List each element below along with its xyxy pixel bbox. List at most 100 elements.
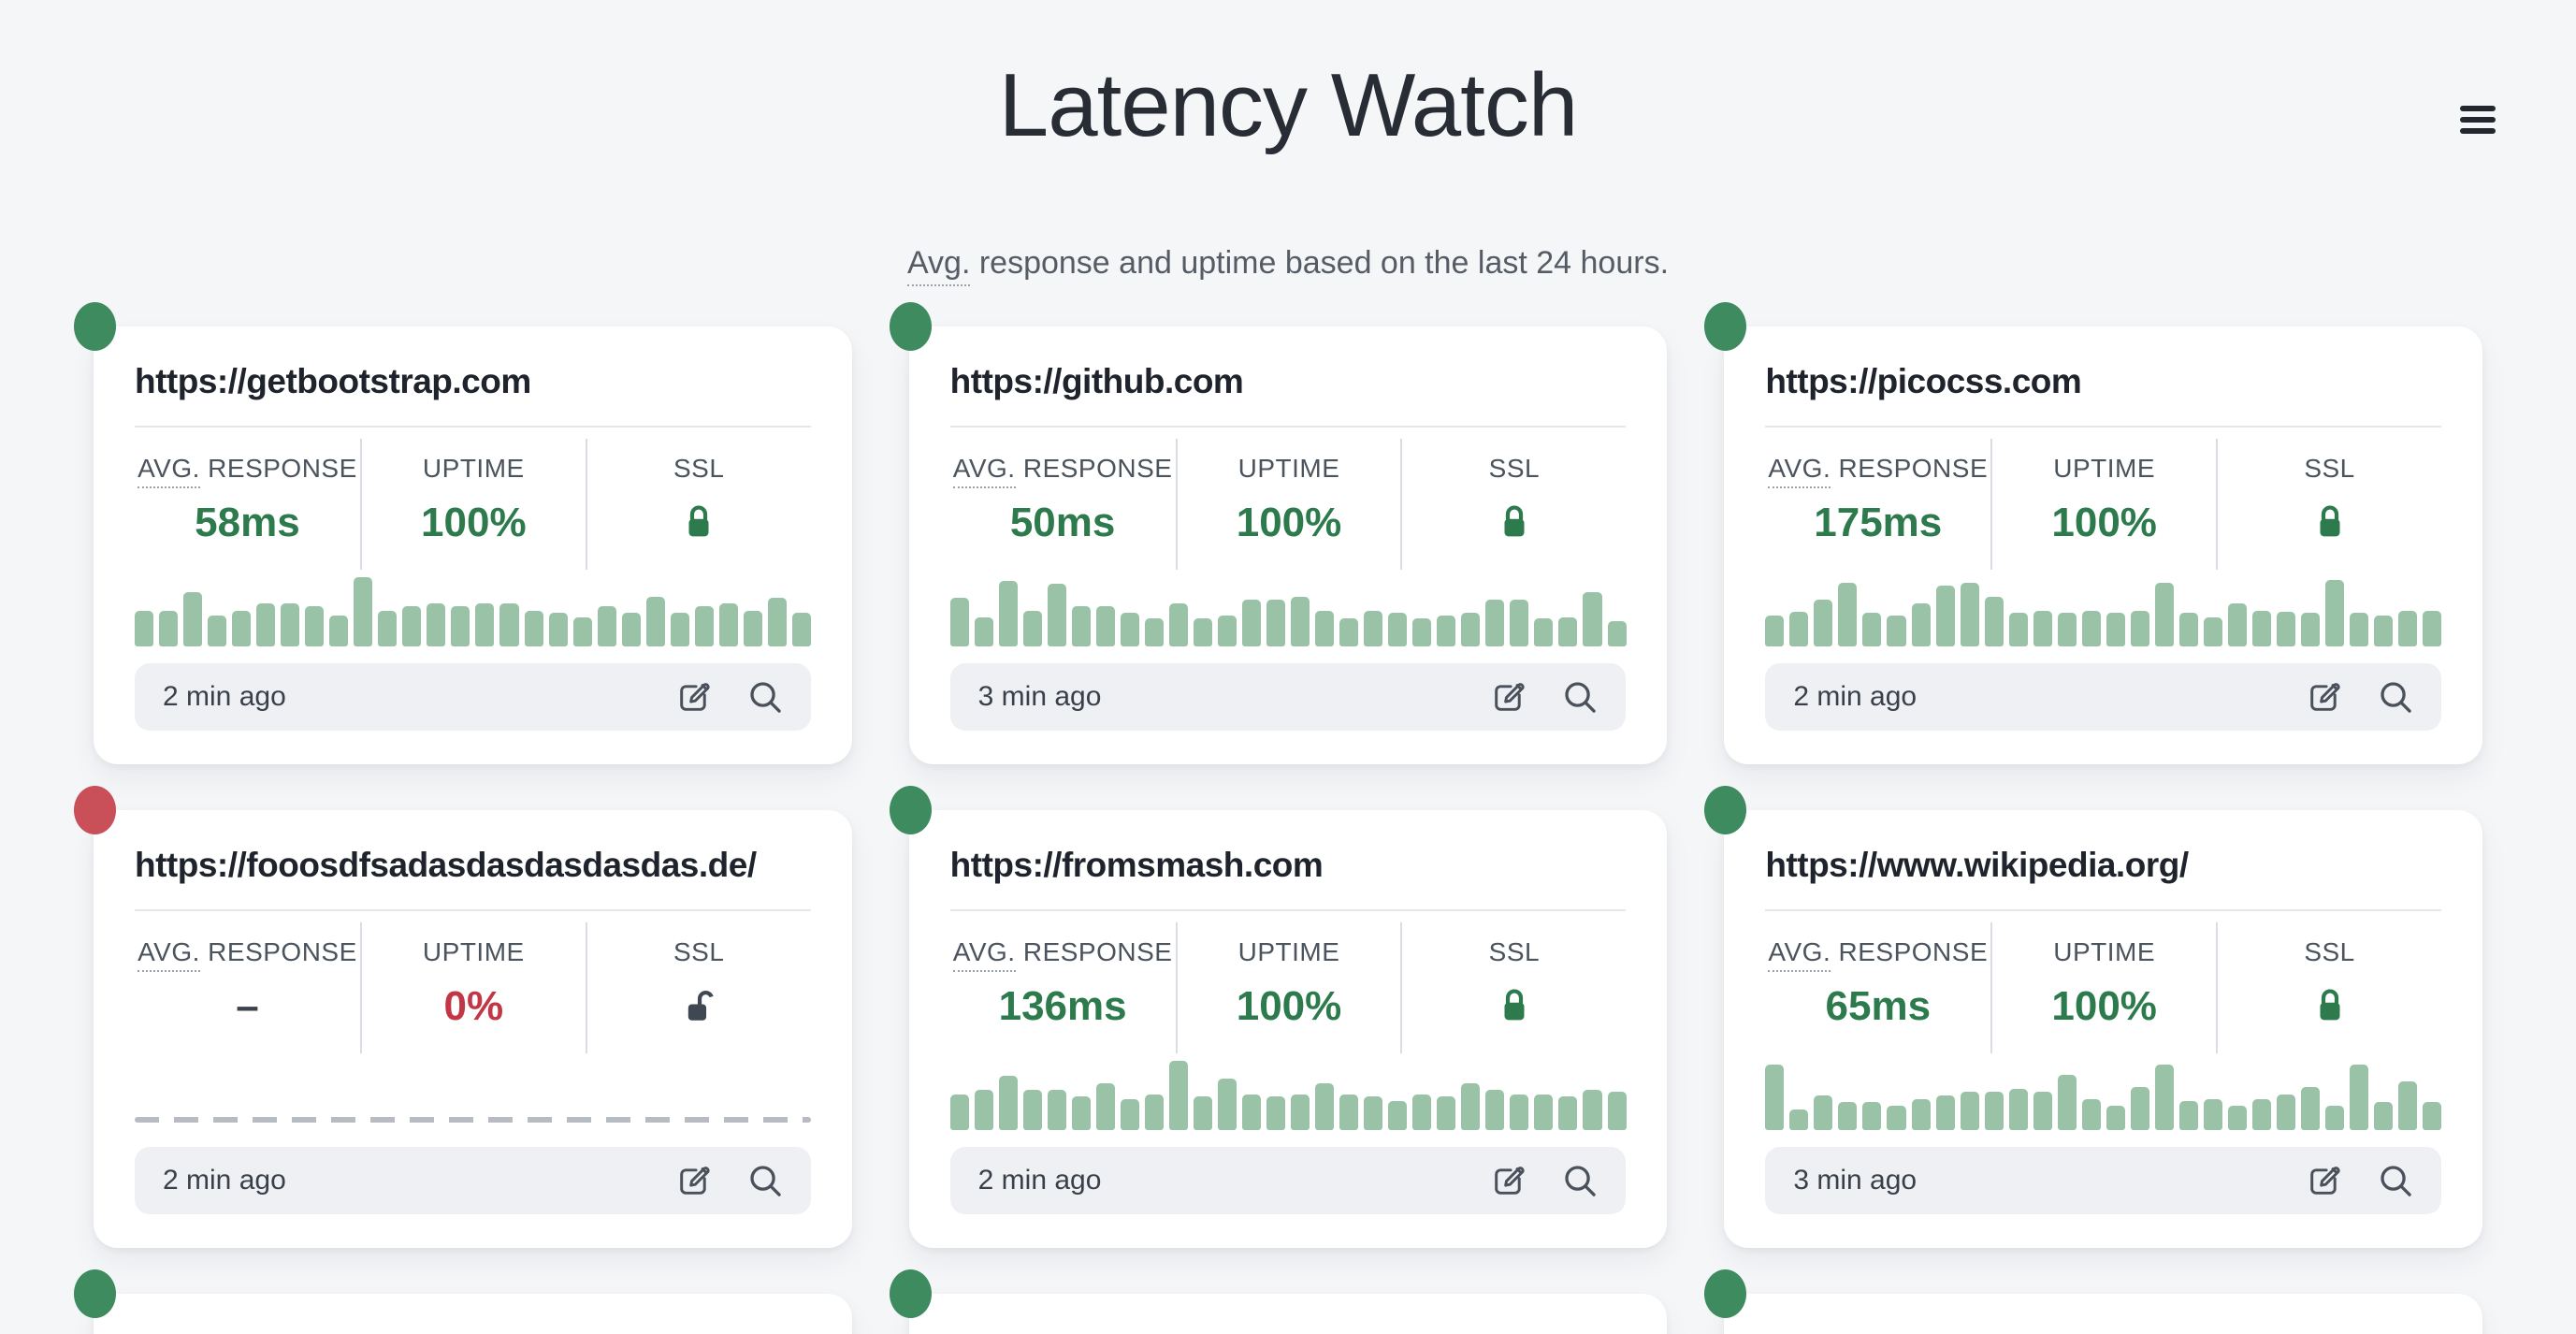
chart-bar (475, 603, 495, 646)
chart-bar (1364, 1096, 1383, 1130)
latency-chart (1765, 577, 2442, 646)
chart-bar (2276, 1094, 2296, 1130)
chart-bar (1765, 1064, 1785, 1130)
chart-bar (1120, 1098, 1139, 1130)
card-actions (2303, 1159, 2417, 1202)
stats-row: AVG. RESPONSE 136ms UPTIME 100% SSL (950, 922, 1627, 1053)
avg-label-rest: RESPONSE (199, 454, 357, 483)
pencil-square-icon (2310, 683, 2340, 711)
avg-response-label: AVG. RESPONSE (135, 937, 360, 972)
card-actions (1487, 675, 1601, 718)
chart-bar (2227, 1106, 2247, 1130)
chart-bar (1558, 1096, 1578, 1130)
chart-bar (1935, 585, 1955, 646)
chart-bar (1960, 582, 1979, 646)
chart-bar (1814, 599, 1833, 646)
search-button[interactable] (2374, 1159, 2417, 1202)
site-card: https://www.bbc.com/ AVG. RESPONSE 73ms … (889, 1269, 1668, 1334)
chart-bar (2154, 582, 2174, 646)
edit-button[interactable] (2303, 675, 2346, 718)
avg-label-rest: RESPONSE (199, 937, 357, 966)
chart-bar (2106, 1106, 2125, 1130)
chart-bar (1242, 599, 1262, 646)
card-footer: 2 min ago (135, 663, 811, 731)
chart-bar (670, 613, 689, 646)
edit-button[interactable] (2303, 1159, 2346, 1202)
chart-bar (305, 606, 325, 646)
chart-bar (1193, 1096, 1212, 1130)
last-check-time: 2 min ago (163, 681, 286, 712)
chart-bar (1339, 618, 1359, 646)
avg-response-value: 65ms (1825, 983, 1932, 1029)
stat-avg-response: AVG. RESPONSE 58ms (135, 439, 360, 570)
site-card: https://www.spiegel.de/ AVG. RESPONSE 30… (1704, 1269, 2482, 1334)
chart-bar (499, 603, 519, 646)
avg-label-rest: RESPONSE (1831, 937, 1989, 966)
ssl-lock-icon (2320, 989, 2340, 1021)
status-dot (1704, 1269, 1747, 1318)
status-dot (889, 786, 932, 834)
chart-bar (1510, 599, 1529, 646)
card-actions (673, 675, 787, 718)
search-icon (2381, 682, 2411, 713)
chart-bar (1437, 615, 1456, 646)
latency-chart (1765, 1061, 2442, 1130)
search-button[interactable] (1558, 675, 1601, 718)
chart-bar (354, 577, 373, 646)
chart-bar (1583, 1090, 1602, 1130)
chart-bar (1510, 1094, 1529, 1130)
chart-bar (1935, 1095, 1955, 1130)
site-card: https://github.com AVG. RESPONSE 50ms UP… (889, 302, 1668, 764)
chart-bar (548, 613, 568, 646)
page-title: Latency Watch (998, 55, 1578, 155)
stats-row: AVG. RESPONSE 175ms UPTIME 100% SSL (1765, 439, 2441, 570)
chart-bar (1388, 1100, 1408, 1130)
chart-bar (2350, 613, 2369, 646)
stat-uptime: UPTIME 100% (1990, 439, 2216, 570)
card-divider (949, 426, 1627, 428)
search-button[interactable] (2374, 675, 2417, 718)
edit-button[interactable] (673, 1159, 716, 1202)
chart-bar (1461, 613, 1481, 646)
card-footer: 2 min ago (1765, 663, 2441, 731)
search-button[interactable] (1558, 1159, 1601, 1202)
chart-bar (2203, 616, 2222, 646)
chart-bar (1534, 1094, 1554, 1130)
last-check-time: 3 min ago (977, 681, 1102, 712)
avg-response-label: AVG. RESPONSE (1765, 454, 1990, 488)
search-button[interactable] (744, 675, 787, 718)
chart-bar (1242, 1094, 1262, 1130)
stat-avg-response: AVG. RESPONSE 136ms (950, 922, 1176, 1053)
chart-bar (1339, 1094, 1359, 1130)
search-button[interactable] (744, 1159, 787, 1202)
avg-abbr: Avg. (906, 245, 971, 286)
avg-abbr: AVG. (137, 454, 200, 488)
card-footer: 3 min ago (949, 663, 1627, 731)
chart-bar (2154, 1064, 2174, 1130)
chart-bar (1911, 1098, 1931, 1130)
chart-bar (1485, 1090, 1505, 1130)
chart-bar (2178, 1100, 2198, 1130)
uptime-value: 100% (1236, 983, 1342, 1029)
edit-button[interactable] (673, 675, 716, 718)
chart-bar (974, 616, 993, 646)
ssl-label: SSL (673, 937, 725, 966)
avg-response-label: AVG. RESPONSE (1765, 937, 1990, 972)
stats-row: AVG. RESPONSE 50ms UPTIME 100% SSL (950, 439, 1627, 570)
chart-bar (949, 598, 969, 646)
site-card: https://getbootstrap.com AVG. RESPONSE 5… (74, 302, 852, 764)
card-grid: https://getbootstrap.com AVG. RESPONSE 5… (0, 302, 2576, 1334)
edit-button[interactable] (1487, 675, 1530, 718)
chart-bar (1266, 1096, 1286, 1130)
stat-uptime: UPTIME 100% (1175, 922, 1401, 1053)
chart-bar (2251, 610, 2271, 646)
chart-bar (2008, 613, 2028, 646)
edit-button[interactable] (1487, 1159, 1530, 1202)
menu-button[interactable] (2460, 101, 2501, 138)
ssl-lock-icon (1504, 989, 1525, 1021)
chart-bar (1765, 615, 1785, 646)
uptime-value: 0% (443, 983, 504, 1029)
chart-bar (1862, 1102, 1882, 1130)
uptime-value: 100% (2051, 983, 2157, 1029)
avg-response-value: 50ms (1009, 500, 1116, 545)
